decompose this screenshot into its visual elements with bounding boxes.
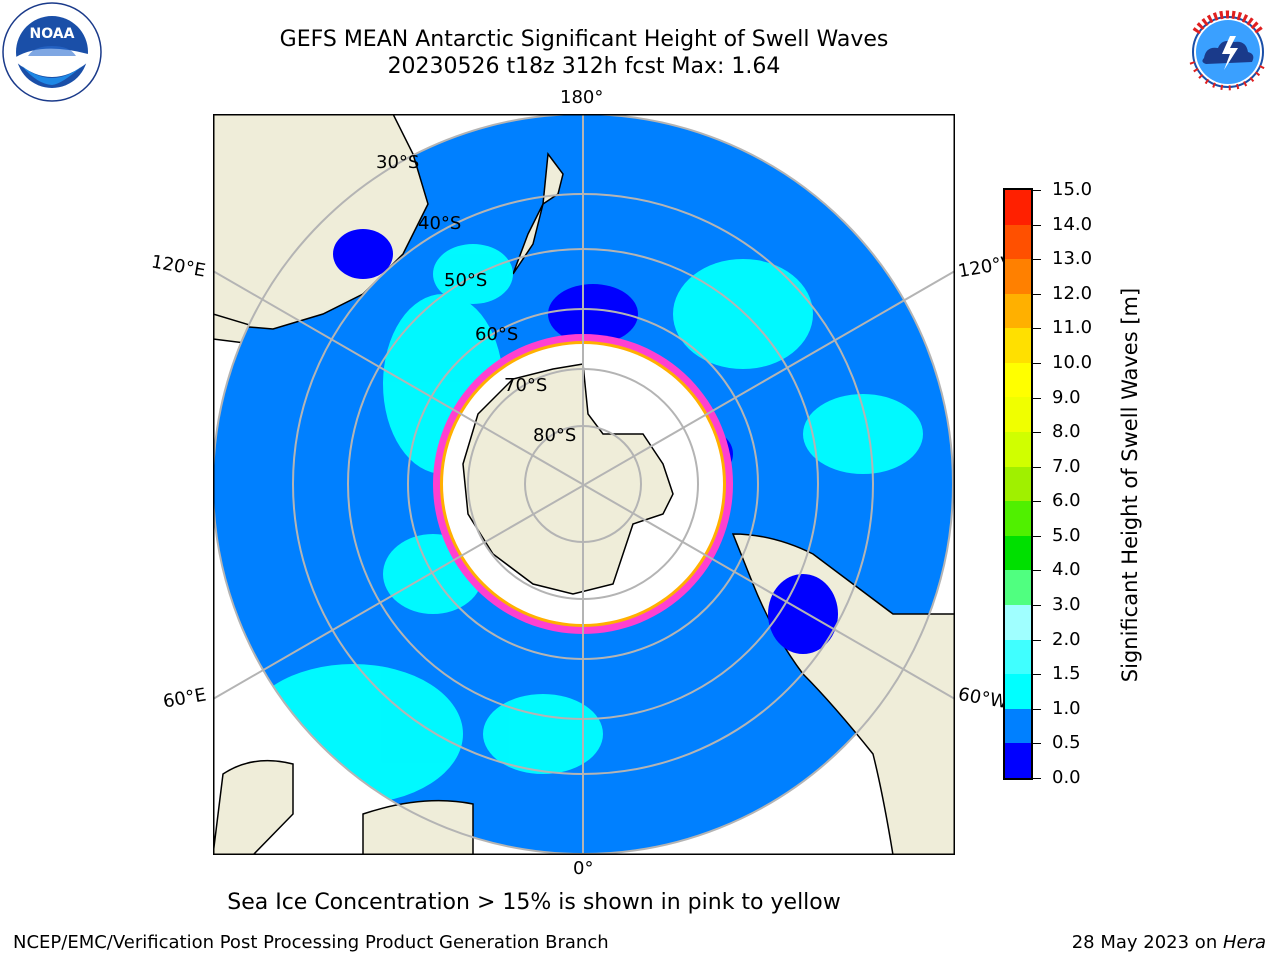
lat-label-50s: 50°S xyxy=(444,270,488,291)
lon-label-60w: 60°W xyxy=(956,683,1010,714)
chart-subtitle: 20230526 t18z 312h fcst Max: 1.64 xyxy=(387,54,781,79)
colorbar-tick xyxy=(1033,466,1041,468)
colorbar-segment xyxy=(1005,397,1031,433)
colorbar-tick xyxy=(1033,362,1041,364)
colorbar-segment xyxy=(1005,293,1031,329)
colorbar-tick-label: 11.0 xyxy=(1052,317,1093,339)
colorbar-tick xyxy=(1033,328,1041,330)
colorbar-tick-label: 5.0 xyxy=(1052,524,1081,546)
colorbar-tick-label: 3.0 xyxy=(1052,594,1081,616)
colorbar-segment xyxy=(1005,535,1031,571)
colorbar-tick xyxy=(1033,605,1041,607)
polar-map: 180° 0° 120°E 120°W 60°E 60°W 30°S 40°S … xyxy=(150,87,1021,879)
nws-logo xyxy=(1178,2,1278,102)
colorbar-tick xyxy=(1033,778,1041,779)
colorbar-tick-label: 15.0 xyxy=(1052,179,1093,200)
lat-label-70s: 70°S xyxy=(504,375,548,396)
colorbar-tick xyxy=(1033,259,1041,261)
colorbar-tick xyxy=(1033,501,1041,503)
colorbar-tick-label: 6.0 xyxy=(1052,490,1081,512)
colorbar-segment xyxy=(1005,743,1031,778)
colorbar-title: Significant Height of Swell Waves [m] xyxy=(1118,287,1142,683)
colorbar-tick-label: 9.0 xyxy=(1052,386,1081,408)
colorbar-tick-label: 1.5 xyxy=(1052,663,1081,685)
sea-ice-note: Sea Ice Concentration > 15% is shown in … xyxy=(227,890,841,915)
colorbar-segment xyxy=(1005,190,1031,225)
colorbar-tick xyxy=(1033,708,1041,710)
colorbar-segment xyxy=(1005,432,1031,467)
colorbar-tick xyxy=(1033,743,1041,745)
colorbar-tick xyxy=(1033,535,1041,537)
lon-label-60e: 60°E xyxy=(161,684,208,713)
lon-label-120e: 120°E xyxy=(149,251,208,282)
chart-title: GEFS MEAN Antarctic Significant Height o… xyxy=(279,27,889,52)
colorbar-segment xyxy=(1005,328,1031,363)
credit-branch: NCEP/EMC/Verification Post Processing Pr… xyxy=(13,932,609,953)
svg-text:NOAA: NOAA xyxy=(30,26,75,42)
antarctica xyxy=(462,363,674,595)
colorbar-tick xyxy=(1033,224,1041,226)
colorbar-segment xyxy=(1005,708,1031,744)
colorbar-tick-label: 14.0 xyxy=(1052,213,1093,235)
lon-label-180: 180° xyxy=(560,87,604,108)
colorbar-segment xyxy=(1005,604,1031,640)
colorbar-tick-label: 0.0 xyxy=(1052,767,1081,788)
colorbar-segment xyxy=(1005,501,1031,536)
colorbar-tick xyxy=(1033,674,1041,676)
colorbar-tick xyxy=(1033,570,1041,572)
colorbar-tick-label: 7.0 xyxy=(1052,455,1081,477)
colorbar-segment xyxy=(1005,259,1031,294)
credit-host: Hera xyxy=(1222,932,1266,953)
colorbar-tick xyxy=(1033,432,1041,434)
colorbar-tick-label: 0.5 xyxy=(1052,732,1081,754)
colorbar-tick-label: 1.0 xyxy=(1052,697,1081,719)
colorbar-tick xyxy=(1033,293,1041,295)
noaa-logo: NOAA xyxy=(2,2,102,102)
lat-label-30s: 30°S xyxy=(376,152,420,173)
colorbar-tick-label: 10.0 xyxy=(1052,351,1093,373)
swell-1-1.5m xyxy=(243,244,923,804)
colorbar-segment xyxy=(1005,224,1031,260)
lat-label-80s: 80°S xyxy=(533,425,577,446)
colorbar-tick-label: 12.0 xyxy=(1052,282,1093,304)
lat-label-60s: 60°S xyxy=(475,324,519,345)
colorbar-tick xyxy=(1033,639,1041,641)
credit-date: 28 May 2023 on Hera xyxy=(1071,932,1266,953)
colorbar-tick xyxy=(1033,190,1041,191)
colorbar-tick xyxy=(1033,397,1041,399)
lon-label-0: 0° xyxy=(573,858,594,879)
colorbar-segment xyxy=(1005,674,1031,709)
colorbar-tick-label: 2.0 xyxy=(1052,628,1081,650)
colorbar-segment xyxy=(1005,570,1031,605)
colorbar-segment xyxy=(1005,466,1031,502)
colorbar-tick-label: 8.0 xyxy=(1052,421,1081,443)
colorbar-segment xyxy=(1005,639,1031,675)
lat-label-40s: 40°S xyxy=(418,213,462,234)
colorbar-segment xyxy=(1005,362,1031,398)
polar-map-canvas xyxy=(213,114,955,855)
colorbar-tick-label: 13.0 xyxy=(1052,248,1093,270)
colorbar xyxy=(1003,188,1033,780)
colorbar-tick-label: 4.0 xyxy=(1052,559,1081,581)
